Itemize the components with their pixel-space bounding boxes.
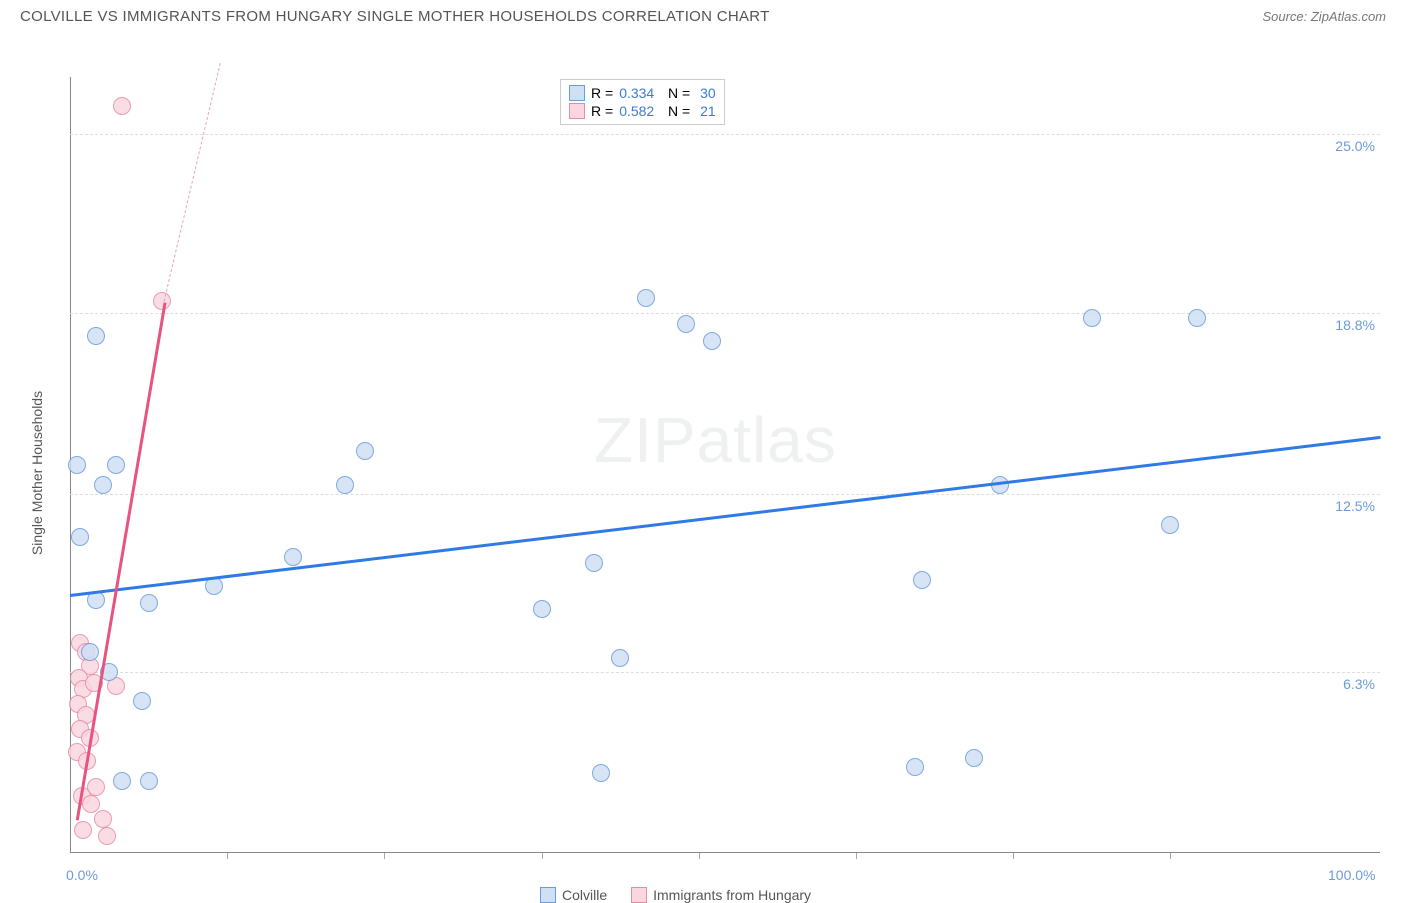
x-tick [542, 853, 543, 859]
stats-legend-row: R = 0.334 N = 30 [569, 84, 716, 102]
y-tick-label: 18.8% [1320, 317, 1375, 333]
x-tick [227, 853, 228, 859]
series-legend-item: Colville [540, 887, 607, 903]
data-point [94, 810, 112, 828]
chart-title: COLVILLE VS IMMIGRANTS FROM HUNGARY SING… [20, 8, 770, 25]
data-point [107, 456, 125, 474]
plot-area [70, 77, 1380, 853]
data-point [87, 327, 105, 345]
x-tick-label: 100.0% [1328, 867, 1375, 883]
stat-n-label: N = [660, 103, 690, 119]
data-point [113, 97, 131, 115]
stat-n-label: N = [660, 85, 690, 101]
data-point [965, 749, 983, 767]
correlation-scatter-chart: 6.3% 12.5% 18.8% 25.0% 0.0% 100.0% Single Moth… [20, 29, 1386, 889]
data-point [611, 649, 629, 667]
x-tick-label: 0.0% [66, 867, 98, 883]
gridline [70, 494, 1380, 495]
legend-swatch [569, 103, 585, 119]
stat-r-label: R = [591, 85, 613, 101]
stats-legend: R = 0.334 N = 30R = 0.582 N = 21 [560, 79, 725, 125]
series-legend: Colville Immigrants from Hungary [540, 887, 811, 903]
stat-n-value: 30 [696, 85, 715, 101]
gridline [70, 672, 1380, 673]
y-axis-label: Single Mother Households [29, 391, 45, 555]
legend-swatch [631, 887, 647, 903]
x-tick [856, 853, 857, 859]
gridline [70, 313, 1380, 314]
data-point [991, 476, 1009, 494]
x-tick [1013, 853, 1014, 859]
data-point [81, 643, 99, 661]
data-point [637, 289, 655, 307]
stats-legend-row: R = 0.582 N = 21 [569, 102, 716, 120]
data-point [71, 528, 89, 546]
stat-r-label: R = [591, 103, 613, 119]
data-point [74, 821, 92, 839]
data-point [677, 315, 695, 333]
gridline [70, 134, 1380, 135]
series-name: Colville [562, 887, 607, 903]
series-legend-item: Immigrants from Hungary [631, 887, 811, 903]
header: COLVILLE VS IMMIGRANTS FROM HUNGARY SING… [0, 0, 1406, 29]
data-point [336, 476, 354, 494]
y-tick-label: 6.3% [1320, 676, 1375, 692]
data-point [284, 548, 302, 566]
data-point [356, 442, 374, 460]
data-point [68, 456, 86, 474]
data-point [133, 692, 151, 710]
data-point [533, 600, 551, 618]
data-point [113, 772, 131, 790]
y-tick-label: 25.0% [1320, 138, 1375, 154]
x-tick [699, 853, 700, 859]
source-label: Source: ZipAtlas.com [1262, 9, 1386, 24]
stat-r-value: 0.334 [619, 85, 654, 101]
stat-r-value: 0.582 [619, 103, 654, 119]
data-point [1161, 516, 1179, 534]
data-point [1083, 309, 1101, 327]
data-point [703, 332, 721, 350]
data-point [140, 594, 158, 612]
data-point [98, 827, 116, 845]
stat-n-value: 21 [696, 103, 715, 119]
legend-swatch [569, 85, 585, 101]
data-point [592, 764, 610, 782]
x-tick [1170, 853, 1171, 859]
data-point [94, 476, 112, 494]
series-name: Immigrants from Hungary [653, 887, 811, 903]
legend-swatch [540, 887, 556, 903]
data-point [140, 772, 158, 790]
data-point [1188, 309, 1206, 327]
x-tick [384, 853, 385, 859]
data-point [585, 554, 603, 572]
y-tick-label: 12.5% [1320, 498, 1375, 514]
data-point [913, 571, 931, 589]
data-point [906, 758, 924, 776]
